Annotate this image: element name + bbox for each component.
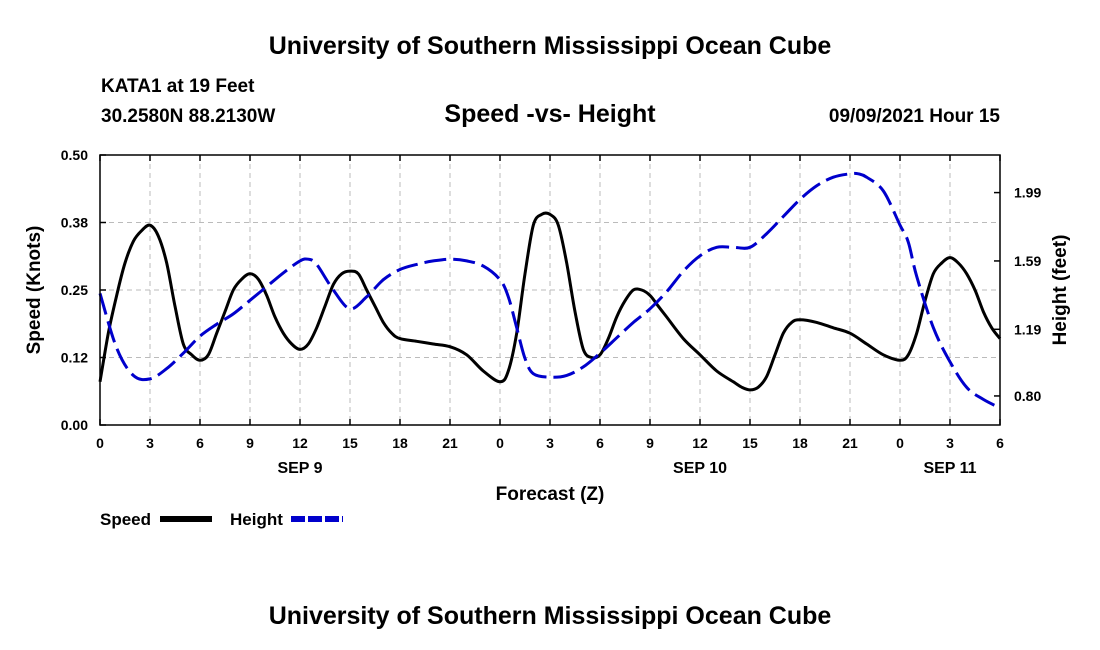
x-tick-label: 0 bbox=[496, 435, 504, 451]
x-tick-label: 21 bbox=[442, 435, 458, 451]
y-tick-label: 0.25 bbox=[61, 282, 88, 298]
speed-height-chart: 0 3 6 9 12 15 18 21 0 3 6 9 12 15 18 21 0 3 6 SEP 9 SEP 10 SE… bbox=[24, 147, 1071, 529]
x-tick-label: 15 bbox=[342, 435, 358, 451]
height-series-line bbox=[98, 171, 1001, 410]
y-tick-label: 0.38 bbox=[61, 215, 88, 231]
x-tick-label: 6 bbox=[596, 435, 604, 451]
day-label: SEP 9 bbox=[277, 460, 322, 477]
x-tick-label: 12 bbox=[692, 435, 708, 451]
y2-tick-label: 1.59 bbox=[1014, 253, 1041, 269]
legend: Speed Height bbox=[100, 510, 343, 529]
y2-tick-label: 1.99 bbox=[1014, 185, 1041, 201]
x-tick-label: 0 bbox=[896, 435, 904, 451]
y2-axis-label: Height (feet) bbox=[1050, 235, 1071, 346]
x-tick-label: 15 bbox=[742, 435, 758, 451]
y-axis-label: Speed (Knots) bbox=[24, 226, 45, 355]
x-tick-label: 9 bbox=[246, 435, 254, 451]
page-title: University of Southern Mississippi Ocean… bbox=[268, 32, 832, 60]
day-label: SEP 11 bbox=[923, 460, 976, 477]
x-tick-label: 12 bbox=[292, 435, 308, 451]
y-tick-label: 0.12 bbox=[61, 350, 88, 366]
day-label: SEP 10 bbox=[673, 460, 727, 477]
x-tick-label: 9 bbox=[646, 435, 654, 451]
legend-height-label: Height bbox=[230, 510, 283, 529]
station-coordinates: 30.2580N 88.2130W bbox=[101, 106, 276, 127]
x-tick-label: 0 bbox=[96, 435, 104, 451]
station-label: KATA1 at 19 Feet bbox=[101, 76, 255, 97]
x-tick-label: 3 bbox=[946, 435, 954, 451]
footer-title: University of Southern Mississippi Ocean… bbox=[268, 602, 832, 630]
y-tick-label: 0.00 bbox=[61, 417, 88, 433]
x-axis-label: Forecast (Z) bbox=[496, 484, 605, 505]
x-tick-label: 6 bbox=[196, 435, 204, 451]
y2-tick-label: 0.80 bbox=[1014, 388, 1041, 404]
speed-series-line bbox=[98, 211, 1002, 392]
y2-tick-label: 1.19 bbox=[1014, 321, 1041, 337]
forecast-date: 09/09/2021 Hour 15 bbox=[828, 106, 1000, 127]
x-tick-label: 6 bbox=[996, 435, 1004, 451]
y-tick-label: 0.50 bbox=[61, 147, 88, 163]
x-tick-label: 3 bbox=[546, 435, 554, 451]
chart-title: Speed -vs- Height bbox=[444, 100, 656, 128]
axis-ticks: 0 3 6 9 12 15 18 21 0 3 6 9 12 15 18 21 0 3 6 SEP 9 SEP 10 SE… bbox=[61, 147, 1042, 477]
x-tick-label: 3 bbox=[146, 435, 154, 451]
x-tick-label: 18 bbox=[792, 435, 808, 451]
series-lines bbox=[98, 171, 1002, 410]
x-tick-label: 18 bbox=[392, 435, 408, 451]
legend-speed-label: Speed bbox=[100, 510, 151, 529]
x-tick-label: 21 bbox=[842, 435, 858, 451]
